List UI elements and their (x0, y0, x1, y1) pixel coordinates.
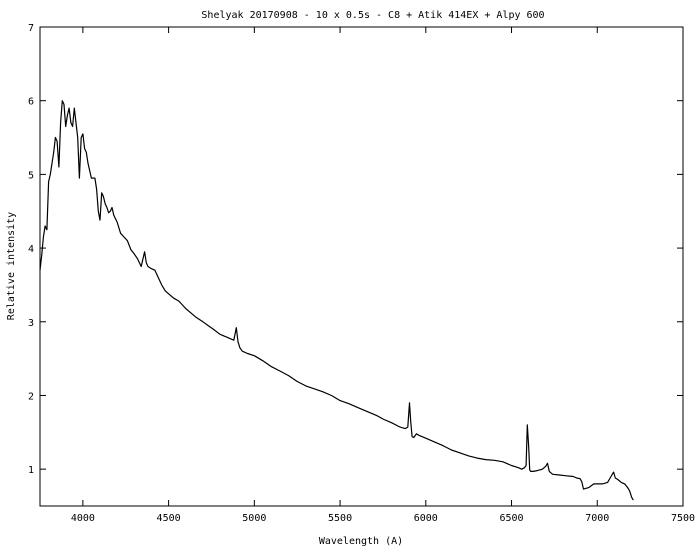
x-tick-label: 7500 (671, 513, 695, 524)
y-tick-label: 3 (28, 318, 34, 329)
plot-frame (39, 26, 684, 507)
x-tick-label: 6000 (414, 513, 438, 524)
series-line-spectrum (39, 100, 634, 501)
x-axis-label: Wavelength (A) (319, 536, 403, 547)
y-tick-label: 5 (28, 170, 34, 181)
x-tick-label: 6500 (499, 513, 523, 524)
y-tick-label: 7 (28, 23, 34, 34)
x-tick-label: 4500 (157, 513, 181, 524)
y-tick-label: 2 (28, 391, 34, 402)
chart-title: Shelyak 20170908 - 10 x 0.5s - C8 + Atik… (201, 10, 544, 21)
x-tick-label: 4000 (71, 513, 95, 524)
y-axis-label: Relative intensity (6, 212, 17, 320)
x-tick-label: 7000 (585, 513, 609, 524)
y-tick-label: 1 (28, 465, 34, 476)
x-tick-label: 5500 (328, 513, 352, 524)
x-axis: 4000 4500 5000 5500 6000 6500 7000 7500 (71, 27, 695, 524)
y-tick-label: 6 (28, 97, 34, 108)
y-axis: 1 2 3 4 5 6 7 (28, 23, 683, 476)
y-tick-label: 4 (28, 244, 34, 255)
x-tick-label: 5000 (242, 513, 266, 524)
